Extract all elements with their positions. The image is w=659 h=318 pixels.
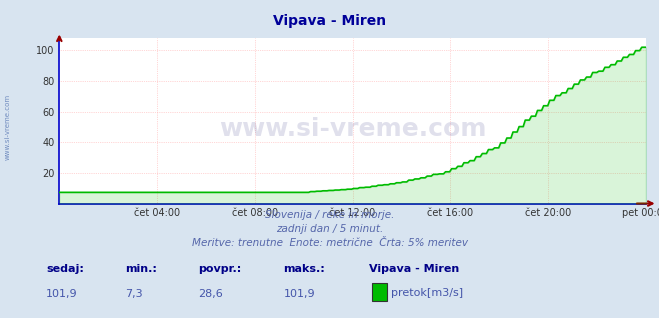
Text: sedaj:: sedaj: xyxy=(46,264,84,274)
Text: maks.:: maks.: xyxy=(283,264,325,274)
Text: 101,9: 101,9 xyxy=(283,289,315,299)
Text: Meritve: trenutne  Enote: metrične  Črta: 5% meritev: Meritve: trenutne Enote: metrične Črta: … xyxy=(192,238,467,248)
Text: Slovenija / reke in morje.: Slovenija / reke in morje. xyxy=(265,210,394,220)
Text: 101,9: 101,9 xyxy=(46,289,78,299)
Text: www.si-vreme.com: www.si-vreme.com xyxy=(5,94,11,160)
Text: povpr.:: povpr.: xyxy=(198,264,241,274)
Text: Vipava - Miren: Vipava - Miren xyxy=(369,264,459,274)
Text: pretok[m3/s]: pretok[m3/s] xyxy=(391,287,463,298)
Text: 28,6: 28,6 xyxy=(198,289,223,299)
Text: Vipava - Miren: Vipava - Miren xyxy=(273,14,386,28)
Text: 7,3: 7,3 xyxy=(125,289,143,299)
Text: min.:: min.: xyxy=(125,264,157,274)
Text: zadnji dan / 5 minut.: zadnji dan / 5 minut. xyxy=(276,224,383,234)
Text: www.si-vreme.com: www.si-vreme.com xyxy=(219,117,486,141)
